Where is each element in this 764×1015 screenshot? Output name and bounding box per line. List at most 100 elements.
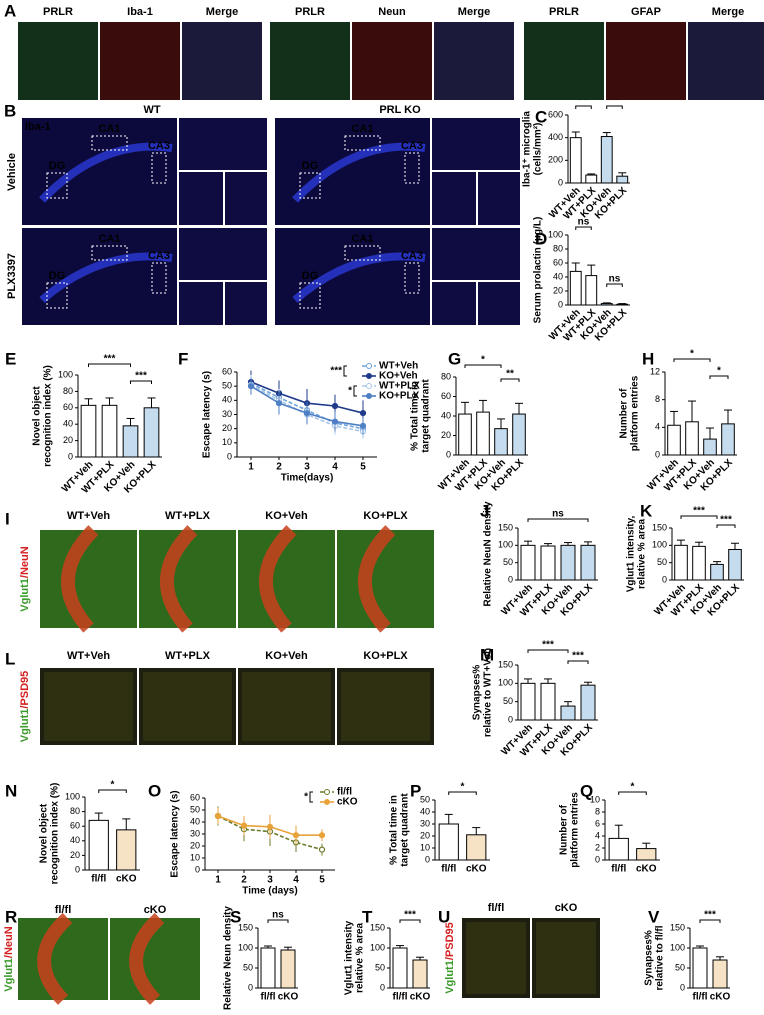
bar bbox=[80, 404, 97, 458]
x-axis-label: Time (days) bbox=[242, 886, 297, 897]
region-box bbox=[46, 172, 68, 199]
bar bbox=[116, 829, 137, 871]
panel-letter: Q bbox=[580, 781, 593, 800]
panel-letter: U bbox=[438, 907, 450, 926]
data-point bbox=[359, 422, 367, 429]
y-tick-label: 20 bbox=[441, 430, 451, 440]
column-label: KO+PLX bbox=[363, 510, 408, 522]
row-label: PLX3397 bbox=[6, 253, 18, 299]
y-axis-label: Escape latency (s) bbox=[202, 371, 213, 458]
micrograph bbox=[432, 172, 476, 225]
y-tick-label: 0 bbox=[680, 982, 685, 992]
data-point bbox=[214, 812, 222, 820]
y-tick-label: 10 bbox=[420, 842, 430, 852]
bar bbox=[143, 407, 160, 458]
y-tick-label: 40 bbox=[190, 816, 200, 826]
y-axis-label: Novel object bbox=[39, 803, 50, 863]
y-axis-label: Number of bbox=[619, 388, 630, 439]
y-tick-label: 20 bbox=[553, 285, 563, 295]
significance-bracket bbox=[464, 364, 502, 368]
bar bbox=[692, 545, 706, 581]
y-tick-label: 20 bbox=[420, 830, 430, 840]
hippocampus bbox=[39, 142, 173, 203]
bar bbox=[616, 303, 629, 306]
bar bbox=[600, 303, 613, 306]
legend-label: WT+Veh bbox=[379, 361, 418, 372]
region-box bbox=[404, 152, 420, 184]
bar bbox=[466, 834, 487, 861]
panel-letter: G bbox=[448, 349, 461, 368]
y-axis-label: (cells/mm²) bbox=[533, 123, 544, 176]
y-tick-label: 0 bbox=[508, 714, 513, 724]
neuron-layer bbox=[129, 912, 165, 1005]
micrograph bbox=[432, 118, 520, 170]
region-label: DG bbox=[302, 270, 319, 282]
bar bbox=[569, 137, 582, 184]
panel-letter: O bbox=[148, 781, 161, 800]
significance-label: *** bbox=[404, 910, 416, 921]
legend-marker bbox=[366, 373, 372, 379]
region-label: CA3 bbox=[401, 250, 423, 262]
y-axis-label: Number of bbox=[559, 804, 570, 855]
y-tick-label: 100 bbox=[58, 369, 73, 379]
y-axis-label: Serum prolactin (μg/L) bbox=[533, 217, 544, 324]
legend-marker bbox=[366, 363, 372, 369]
bar bbox=[512, 413, 526, 456]
significance-label: *** bbox=[704, 910, 716, 921]
micrograph bbox=[478, 282, 520, 325]
y-axis-label: Synapses% bbox=[472, 665, 483, 721]
image-label: Merge bbox=[712, 6, 744, 18]
y-tick-label: 0 bbox=[68, 451, 73, 461]
y-tick-label: 0 bbox=[508, 574, 513, 584]
image-label: Merge bbox=[458, 6, 490, 18]
x-tick-label: cKO bbox=[410, 992, 431, 1003]
y-axis-label: Relative NeuN density bbox=[483, 501, 494, 606]
micrograph bbox=[18, 22, 98, 100]
significance-bracket bbox=[606, 105, 623, 109]
y-tick-label: 100 bbox=[652, 540, 667, 550]
micrograph bbox=[40, 530, 137, 628]
bar bbox=[101, 404, 118, 458]
panel-letter: B bbox=[4, 101, 16, 120]
legend-marker bbox=[366, 393, 372, 399]
x-tick-label: cKO bbox=[466, 864, 487, 875]
stain-label: Iba-1 bbox=[25, 121, 51, 133]
legend-label: WT+PLX bbox=[379, 381, 420, 392]
y-axis-label: Iba-1⁺ microglia bbox=[522, 111, 533, 187]
micrograph bbox=[179, 172, 223, 225]
data-point bbox=[359, 409, 367, 417]
column-label: cKO bbox=[555, 902, 578, 914]
hippocampus bbox=[39, 252, 173, 304]
y-tick-label: 100 bbox=[498, 678, 513, 688]
significance-label: ns bbox=[552, 509, 564, 520]
region-box bbox=[299, 172, 321, 199]
bar bbox=[636, 848, 657, 861]
data-point bbox=[331, 418, 339, 425]
x-tick-label: fl/fl bbox=[693, 992, 708, 1003]
micrograph bbox=[182, 22, 262, 100]
column-label: WT+Veh bbox=[67, 650, 110, 662]
significance-bracket bbox=[575, 105, 592, 109]
micrograph bbox=[432, 228, 520, 280]
y-tick-label: 10 bbox=[590, 794, 600, 804]
y-tick-label: 100 bbox=[370, 942, 385, 952]
column-label: fl/fl bbox=[55, 904, 72, 916]
image-label: PRLR bbox=[549, 6, 579, 18]
stain-label: Vglut1/NeuN bbox=[3, 926, 15, 991]
data-point bbox=[266, 823, 274, 830]
stain-label: Vglut1/NeuN bbox=[19, 546, 31, 611]
legend-marker bbox=[366, 383, 372, 389]
significance-bracket bbox=[709, 375, 729, 379]
y-axis-label: platform entries bbox=[570, 792, 581, 868]
x-tick-label: fl/fl bbox=[261, 992, 276, 1003]
image-label: Merge bbox=[206, 6, 238, 18]
y-axis-label: target quadrant bbox=[400, 793, 411, 867]
neuron-layer bbox=[37, 912, 73, 1005]
legend-label: KO+Veh bbox=[379, 371, 418, 382]
region-box bbox=[91, 135, 128, 151]
significance-bracket bbox=[353, 385, 357, 397]
stain-part: Vglut1 bbox=[3, 958, 15, 992]
synapse-speckle bbox=[242, 672, 331, 741]
y-tick-label: 4 bbox=[595, 830, 600, 840]
